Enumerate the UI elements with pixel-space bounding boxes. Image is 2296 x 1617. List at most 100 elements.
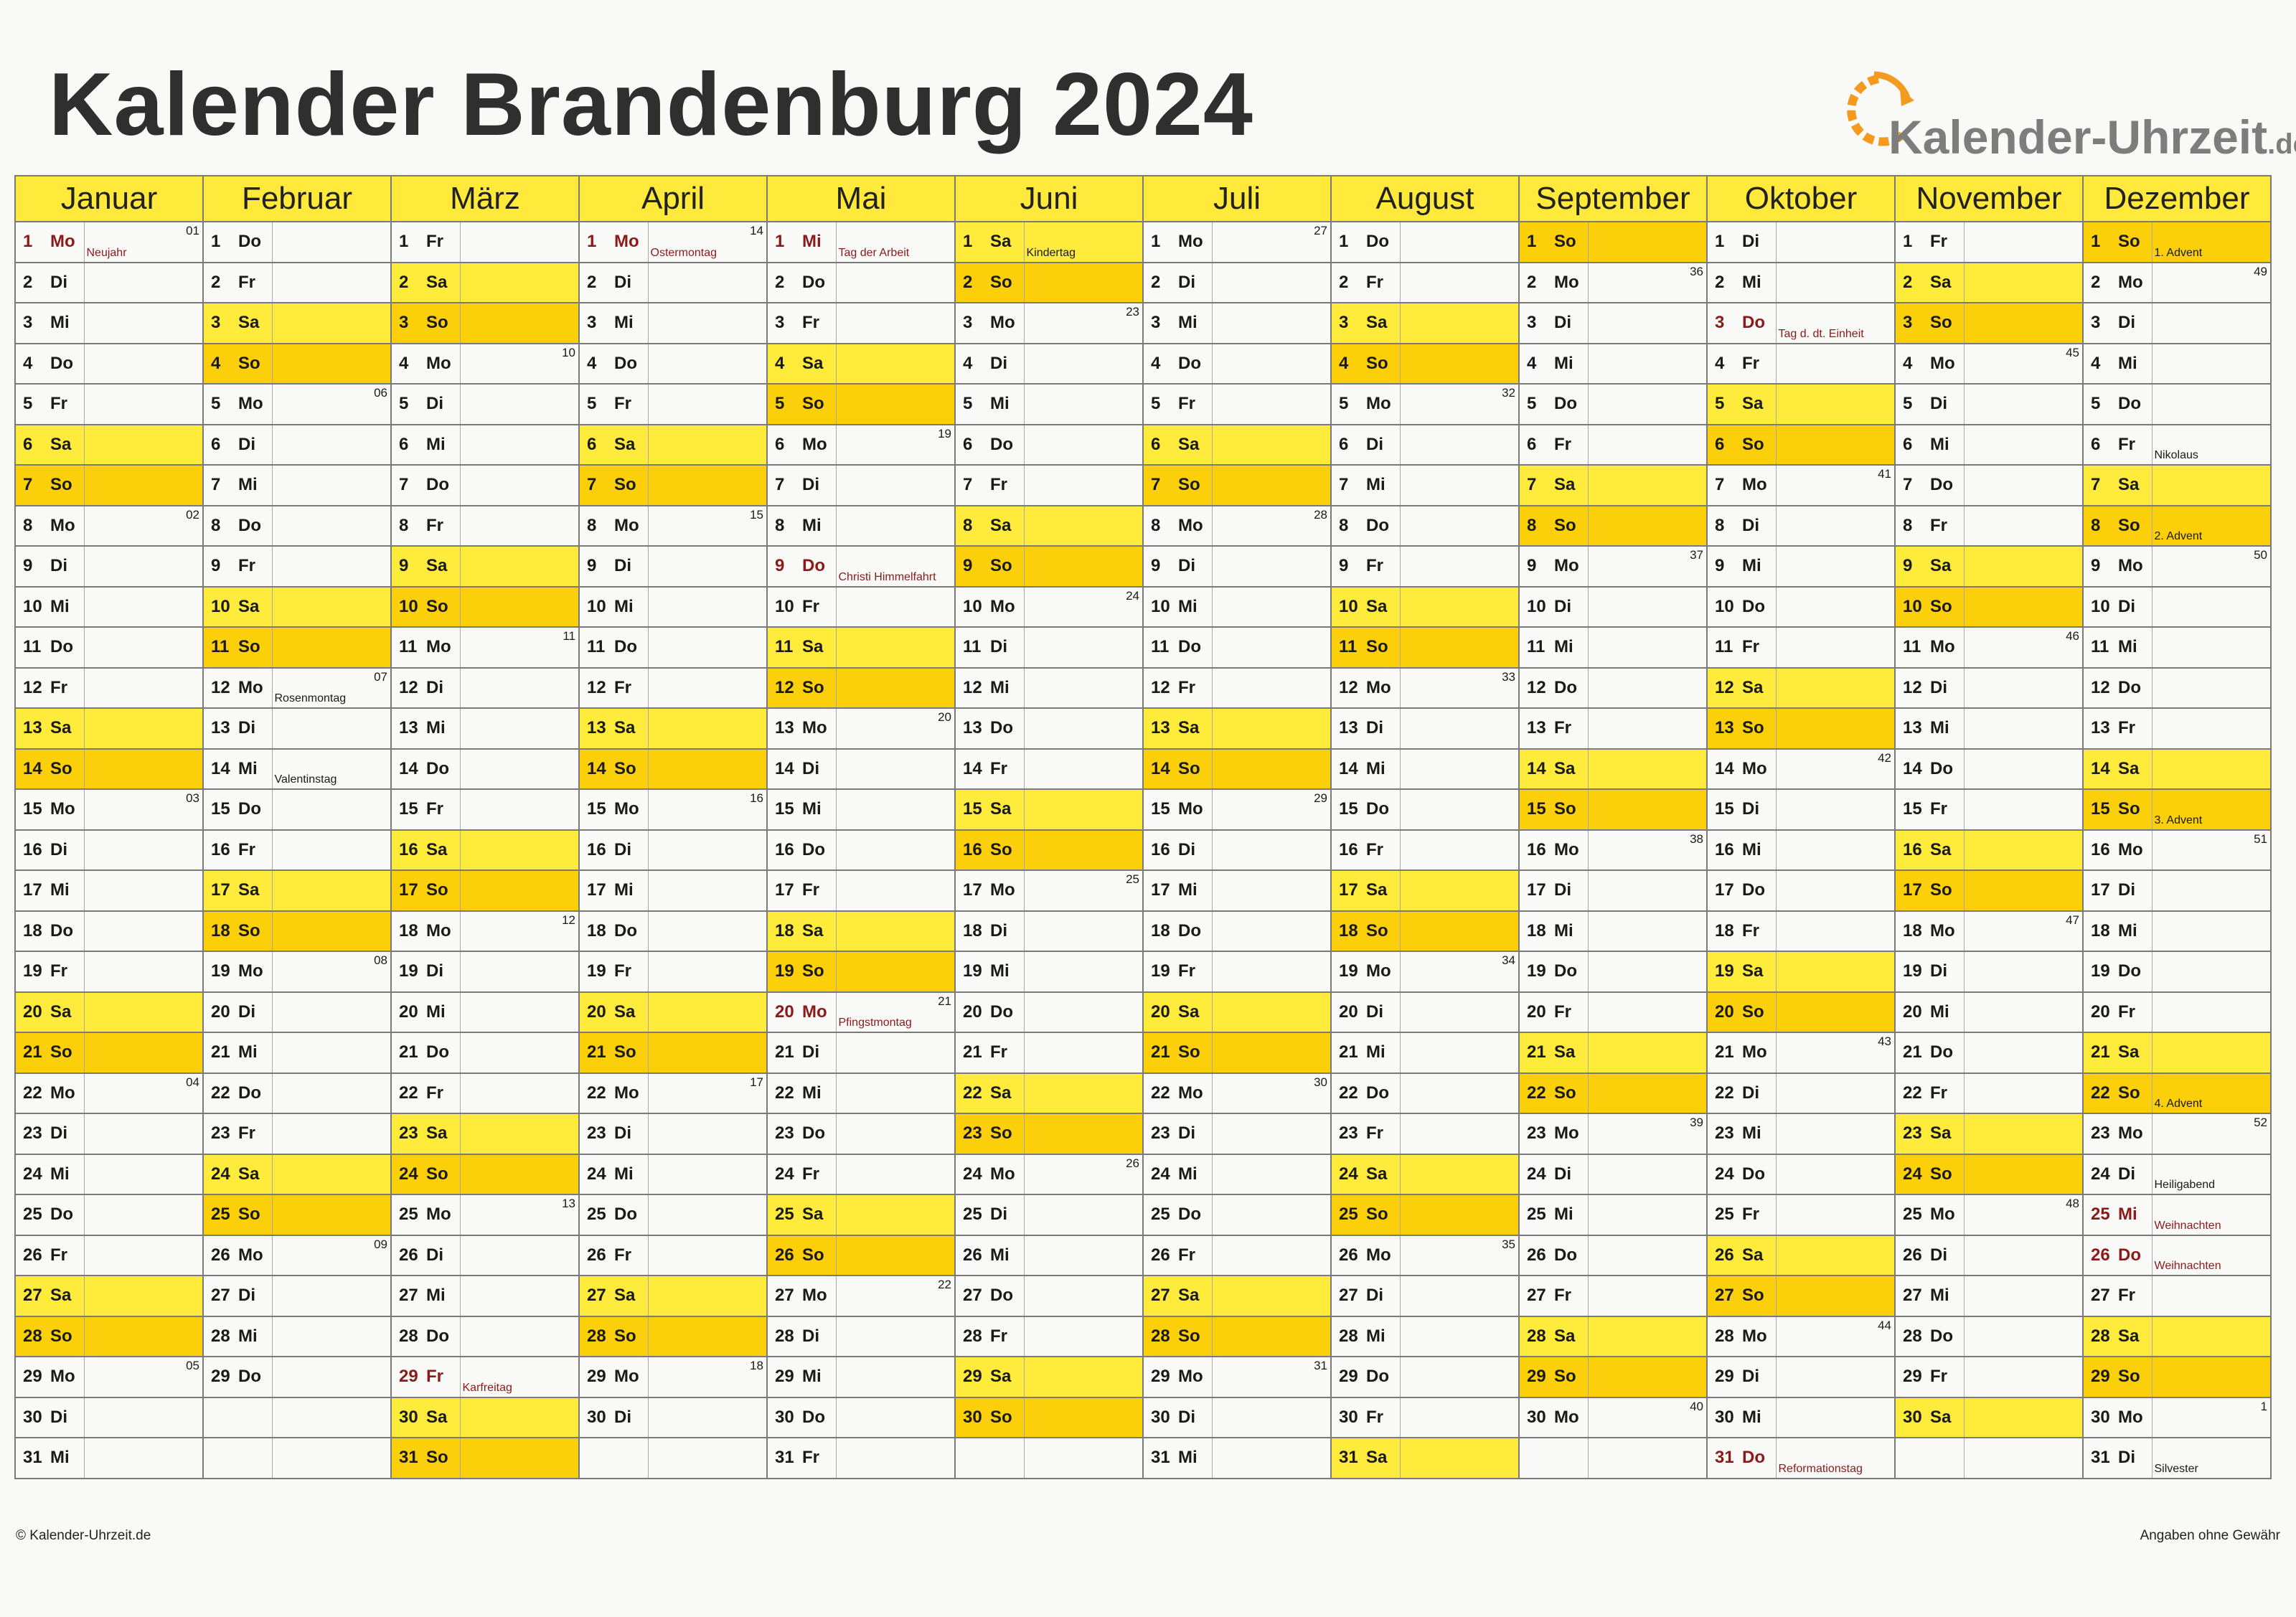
day-cell: 30 Sa <box>390 1396 461 1438</box>
weekday-abbr: So <box>1742 434 1764 454</box>
day-number: 27 <box>1903 1286 1922 1306</box>
month-header: Dezember <box>2082 175 2272 222</box>
holiday-label: Christi Himmelfahrt <box>838 570 936 583</box>
weekday-abbr: Mo <box>2118 556 2143 576</box>
weekday-abbr: Mi <box>1742 556 1761 576</box>
day-cell: 4 Mi <box>2082 342 2152 385</box>
day-number: 1 <box>1715 232 1725 252</box>
note-cell <box>1399 1437 1520 1479</box>
day-number: 12 <box>2091 677 2110 697</box>
day-number: 10 <box>2091 596 2110 616</box>
note-cell <box>1963 302 2084 344</box>
day-number: 11 <box>1151 637 1170 657</box>
day-cell: 22 Fr <box>1894 1072 1965 1114</box>
note-cell: 2. Advent <box>2151 504 2272 547</box>
day-cell: 1 Fr <box>390 221 461 263</box>
weekday-abbr: So <box>990 1407 1012 1427</box>
weekday-abbr: Do <box>1742 1164 1765 1184</box>
week-number: 41 <box>1878 467 1891 481</box>
note-cell <box>1775 910 1896 952</box>
day-number: 18 <box>1903 920 1922 940</box>
weekday-abbr: Fr <box>1554 1286 1571 1306</box>
note-cell: 29 <box>1211 788 1332 831</box>
day-cell: 16 Di <box>1142 829 1213 871</box>
day-number: 27 <box>2091 1286 2110 1306</box>
weekday-abbr: Mo <box>802 1286 827 1306</box>
week-number: 49 <box>2254 264 2267 278</box>
week-number: 05 <box>186 1359 199 1372</box>
note-cell: 1 <box>2151 1396 2272 1438</box>
weekday-abbr: Fr <box>1366 272 1383 292</box>
weekday-abbr: Di <box>990 353 1007 373</box>
note-cell <box>1399 829 1520 871</box>
day-cell: 20 Sa <box>578 991 649 1033</box>
brand-logo[interactable]: Kalender-Uhrzeit.de <box>1837 69 2296 169</box>
day-cell: 10 Mo <box>954 585 1025 628</box>
weekday-abbr: Di <box>614 272 631 292</box>
day-number: 9 <box>1715 556 1725 576</box>
weekday-abbr: Do <box>2118 677 2141 697</box>
day-cell: 16 Di <box>578 829 649 871</box>
holiday-label: 1. Advent <box>2154 246 2203 259</box>
day-cell: 22 Mo <box>14 1072 85 1114</box>
day-cell: 13 Sa <box>14 707 85 750</box>
weekday-abbr: Di <box>1554 596 1571 616</box>
weekday-abbr: Sa <box>1742 394 1764 414</box>
weekday-abbr: Do <box>1366 515 1389 535</box>
weekday-abbr: Mo <box>1178 1083 1203 1103</box>
day-cell: 28 Di <box>766 1315 837 1357</box>
day-number: 29 <box>211 1367 230 1387</box>
weekday-abbr: Fr <box>1742 920 1759 940</box>
weekday-abbr: So <box>990 839 1012 859</box>
day-number: 25 <box>211 1204 230 1225</box>
day-cell: 14 Sa <box>2082 748 2152 790</box>
weekday-abbr: Mo <box>990 880 1015 900</box>
weekday-abbr: Di <box>990 1204 1007 1225</box>
note-cell <box>1023 545 1144 588</box>
weekday-abbr: So <box>1930 880 1952 900</box>
weekday-abbr: Sa <box>1930 556 1952 576</box>
month-header: November <box>1894 175 2084 222</box>
day-number: 16 <box>2091 839 2110 859</box>
week-number: 34 <box>1502 953 1515 967</box>
note-cell <box>271 1356 392 1398</box>
note-cell <box>1399 1153 1520 1195</box>
note-cell: 47 <box>1963 910 2084 952</box>
day-cell: 13 Mi <box>390 707 461 750</box>
week-number: 20 <box>938 710 951 724</box>
day-number: 28 <box>211 1326 230 1346</box>
note-cell <box>1775 383 1896 425</box>
day-cell: 12 Do <box>2082 666 2152 709</box>
day-number: 9 <box>587 556 597 576</box>
weekday-abbr: Sa <box>1366 1448 1388 1468</box>
day-cell: 19 Fr <box>1142 951 1213 993</box>
day-cell: 29 Di <box>1706 1356 1777 1398</box>
note-cell <box>835 1437 956 1479</box>
weekday-abbr: Mo <box>802 434 827 454</box>
day-cell: 12 So <box>766 666 837 709</box>
day-number: 18 <box>775 920 794 940</box>
week-number: 39 <box>1690 1116 1703 1129</box>
day-cell: 23 Di <box>578 1113 649 1155</box>
clock-arrow-icon <box>1847 71 1914 146</box>
weekday-abbr: Fr <box>50 677 67 697</box>
weekday-abbr: Do <box>1178 920 1201 940</box>
note-cell <box>647 1032 768 1074</box>
weekday-abbr: Di <box>1742 232 1759 252</box>
day-number: 13 <box>963 718 982 738</box>
weekday-abbr: Fr <box>614 1245 631 1265</box>
note-cell <box>1023 910 1144 952</box>
day-cell: 28 Do <box>1894 1315 1965 1357</box>
day-cell: 6 Sa <box>578 423 649 466</box>
day-row: 8 Mo 02 8 Do 8 Fr 8 Mo 15 8 Mi 8 Sa 8 Mo 28 8 Do 8 So 8 Di 8 Fr 8… <box>14 504 2272 547</box>
day-cell: 13 Di <box>1330 707 1401 750</box>
day-cell: 25 Do <box>1142 1194 1213 1236</box>
weekday-abbr: So <box>1554 799 1576 819</box>
weekday-abbr: Mo <box>238 394 263 414</box>
note-cell <box>271 423 392 466</box>
day-cell: 16 Fr <box>1330 829 1401 871</box>
day-cell: 30 Mo <box>2082 1396 2152 1438</box>
day-cell: 15 Fr <box>1894 788 1965 831</box>
weekday-abbr: Mo <box>426 920 451 940</box>
note-cell <box>83 707 204 750</box>
